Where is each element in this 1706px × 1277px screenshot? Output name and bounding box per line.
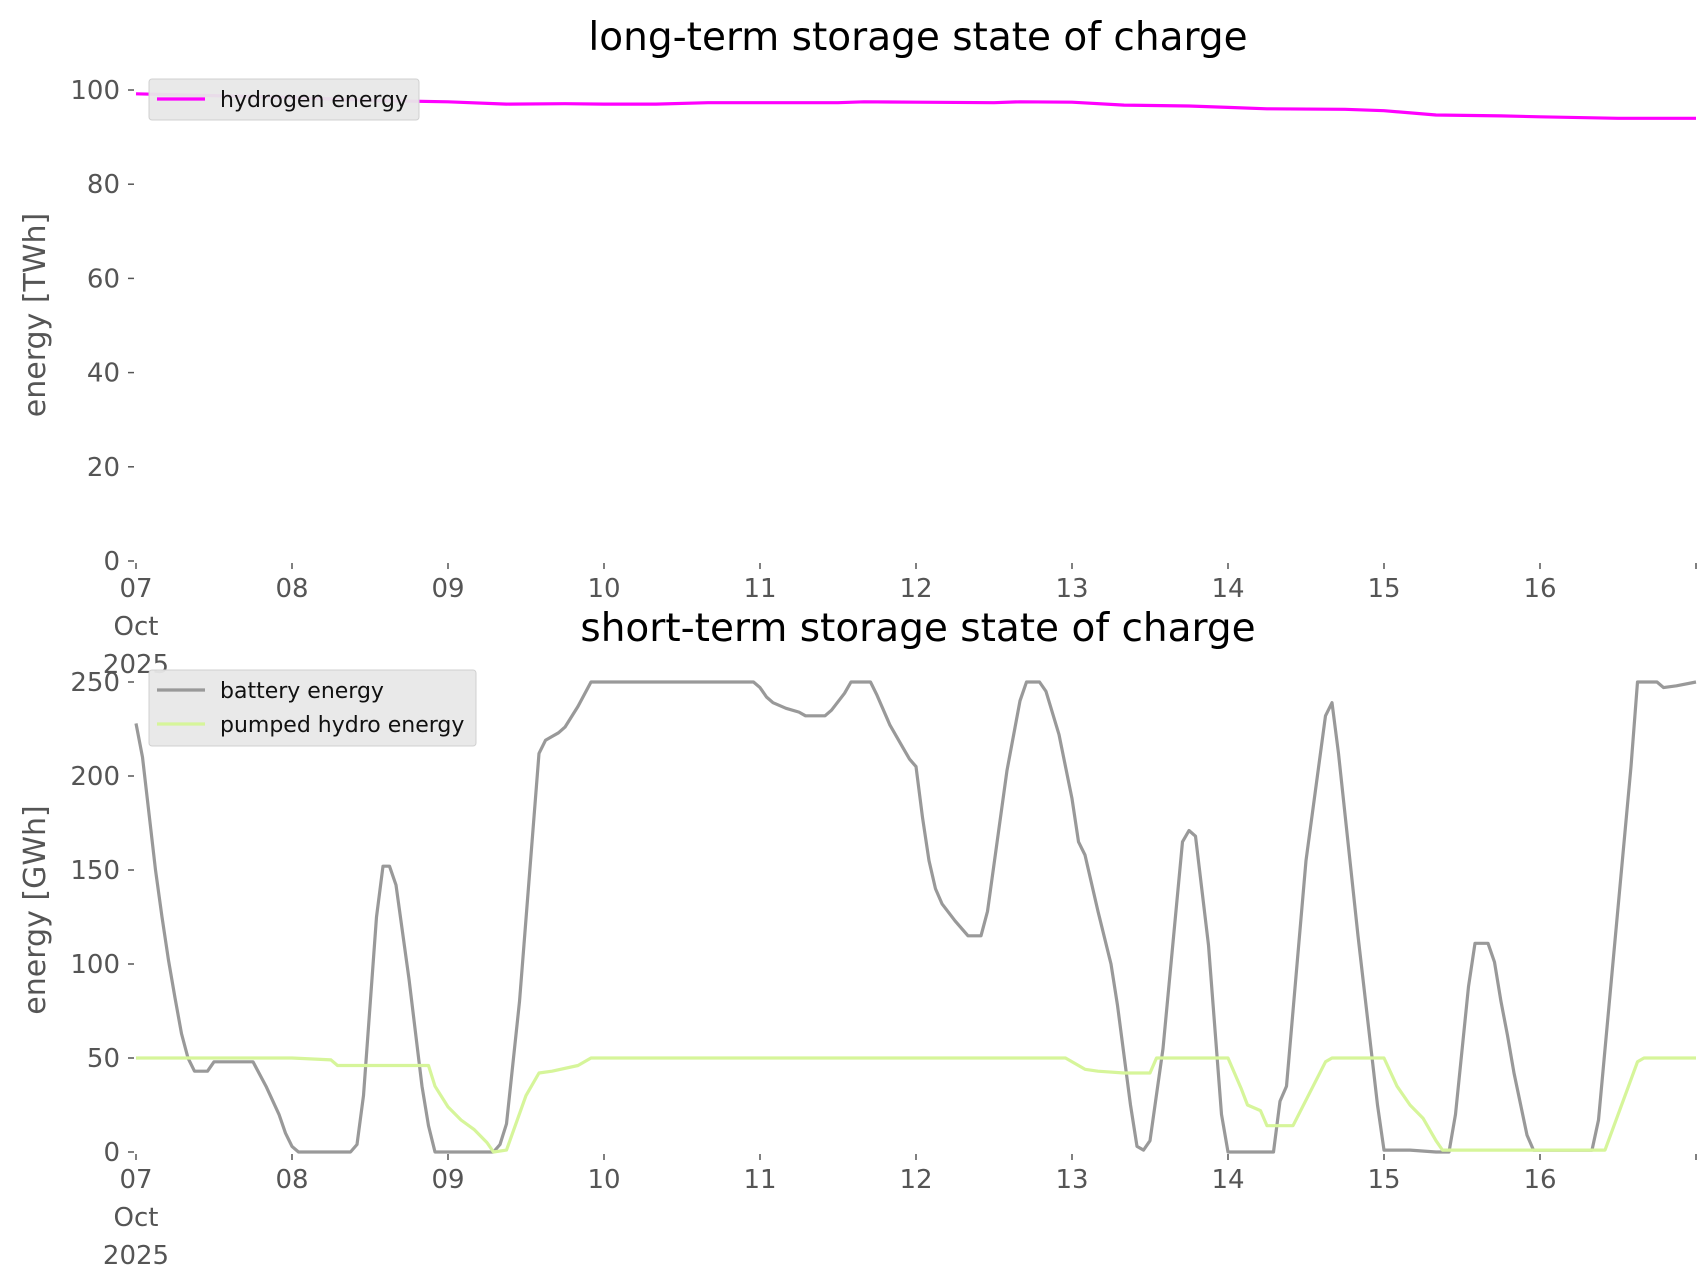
x-tick-label: 12 [899,1165,932,1195]
x-tick-label: 14 [1211,1165,1244,1195]
x-ticks-short-term: 07 Oct 2025 08 09 10 11 12 13 14 15 16 [103,1154,1697,1271]
chart-title-long-term: long-term storage state of charge [588,15,1247,60]
y-axis-label-short-term: energy [GWh] [18,805,53,1014]
legend-long-term: hydrogen energy [148,78,420,121]
x-tick-label: Oct [114,612,159,642]
y-tick-label: 0 [103,1138,120,1168]
y-ticks-short-term: 0 50 100 150 200 250 [70,668,134,1168]
x-tick-label: 13 [1055,1165,1088,1195]
x-tick-label: 16 [1523,1165,1556,1195]
series-line-pumped-hydro-energy [136,1056,1696,1154]
y-tick-label: 20 [87,453,120,483]
x-tick-label: 07 [119,1165,152,1195]
x-tick-label: 07 [119,574,152,604]
y-tick-label: 60 [87,264,120,294]
y-tick-label: 100 [70,76,120,106]
x-tick-label: 10 [587,574,620,604]
x-tick-label: 09 [431,1165,464,1195]
x-tick-label: 15 [1367,574,1400,604]
x-tick-label: 08 [275,574,308,604]
x-tick-label: 10 [587,1165,620,1195]
x-tick-label: 13 [1055,574,1088,604]
legend-box [148,669,477,747]
y-tick-label: 100 [70,950,120,980]
y-tick-label: 80 [87,170,120,200]
x-tick-label: 15 [1367,1165,1400,1195]
x-tick-label: 08 [275,1165,308,1195]
series-line-hydrogen-energy [135,92,1696,120]
y-ticks-long-term: 0 20 40 60 80 100 [70,76,134,577]
y-tick-label: 0 [103,547,120,577]
legend-box [148,78,420,121]
x-tick-label: 09 [431,574,464,604]
x-tick-label: 16 [1523,574,1556,604]
series-line-battery-energy [134,680,1697,1154]
y-tick-label: 50 [87,1044,120,1074]
x-tick-label: 11 [743,574,776,604]
legend-label: battery energy [220,679,384,704]
chart-title-short-term: short-term storage state of charge [580,606,1255,651]
y-tick-label: 250 [70,668,120,698]
y-tick-label: 150 [70,856,120,886]
x-tick-label: 12 [899,574,932,604]
x-tick-label: 14 [1211,574,1244,604]
series-lines-short-term [134,680,1697,1154]
y-axis-label-long-term: energy [TWh] [18,213,53,417]
x-tick-label: 11 [743,1165,776,1195]
legend-label: hydrogen energy [220,88,408,113]
y-tick-label: 200 [70,762,120,792]
long-term-storage-chart: long-term storage state of charge energy… [18,15,1697,680]
y-tick-label: 40 [87,359,120,389]
legend-label: pumped hydro energy [220,713,464,738]
x-tick-label: 2025 [103,1241,169,1271]
legend-short-term: battery energy pumped hydro energy [148,669,477,747]
short-term-storage-chart: short-term storage state of charge energ… [18,606,1697,1271]
series-lines-long-term [135,92,1696,120]
x-tick-label: Oct [114,1203,159,1233]
